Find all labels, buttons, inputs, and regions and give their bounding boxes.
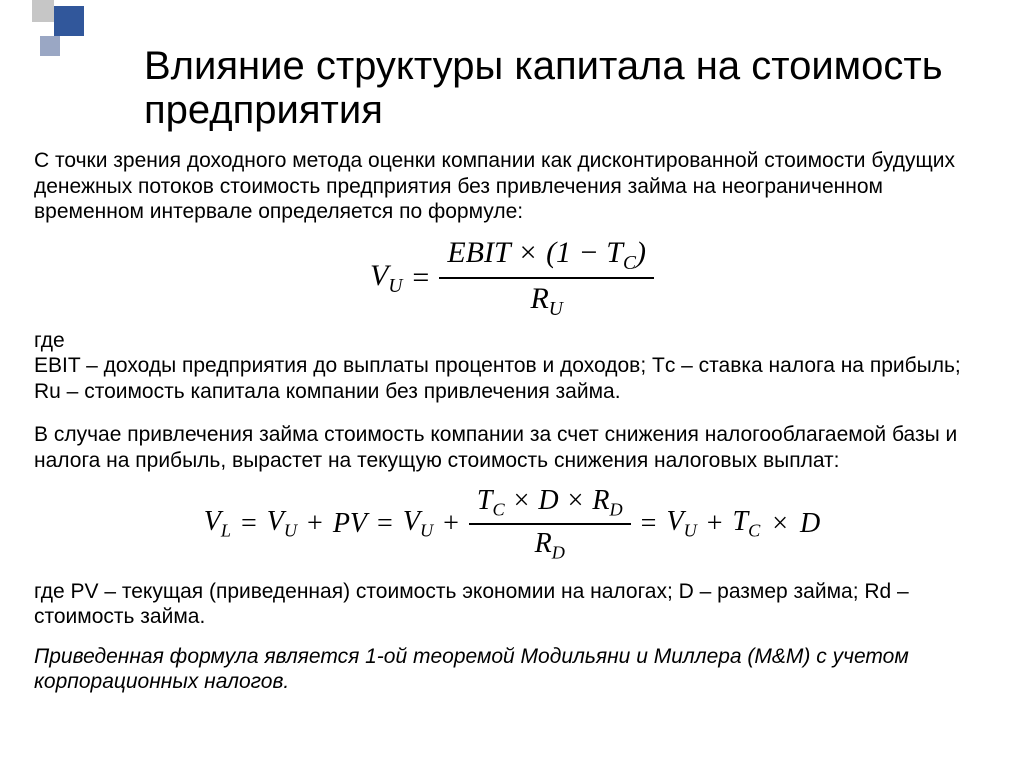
paragraph-levered: В случае привлечения займа стоимость ком… <box>34 422 990 473</box>
slide-title: Влияние структуры капитала на стоимость … <box>144 44 990 132</box>
f1-denominator: RU <box>522 281 570 321</box>
f1-lhs-sub: U <box>388 276 402 297</box>
f1-lhs: VU <box>370 259 402 298</box>
f1-ru-sub: U <box>549 299 563 320</box>
f1-tc-sub: C <box>623 253 636 274</box>
deco-square-2 <box>54 6 84 36</box>
f2-numerator: TC × D × RD <box>469 484 631 521</box>
where-label: где <box>34 328 990 354</box>
f1-numerator: EBIT × (1 − TC) <box>439 235 654 275</box>
paragraph-definitions-1: EBIT – доходы предприятия до выплаты про… <box>34 353 990 404</box>
f2-fraction: TC × D × RD RD <box>469 484 631 565</box>
formula-vl: VL = VU + PV = VU + TC × D × RD RD <box>34 484 990 565</box>
f2-tc: TC <box>733 506 761 542</box>
f2-denominator: RD <box>527 527 573 564</box>
paragraph-intro: С точки зрения доходного метода оценки к… <box>34 148 990 225</box>
f2-vl: VL <box>204 506 231 542</box>
f1-paren: (1 − T <box>546 236 623 269</box>
deco-square-3 <box>40 36 60 56</box>
f2-pv: PV <box>333 508 367 540</box>
formula-vu: VU = EBIT × (1 − TC) RU <box>34 235 990 322</box>
f1-lhs-var: V <box>370 259 388 292</box>
f1-ebit: EBIT <box>447 236 510 269</box>
f1-paren-close: ) <box>636 236 646 269</box>
f2-d: D <box>800 508 820 540</box>
paragraph-theorem: Приведенная формула является 1-ой теорем… <box>34 644 990 695</box>
f2-vu3: VU <box>666 506 696 542</box>
f1-ru-var: R <box>530 282 548 315</box>
f1-fraction: EBIT × (1 − TC) RU <box>439 235 654 322</box>
slide-content: Влияние структуры капитала на стоимость … <box>0 0 1024 695</box>
paragraph-definitions-2: где PV – текущая (приведенная) стоимость… <box>34 579 990 630</box>
f2-vu2: VU <box>403 506 433 542</box>
equals-sign: = <box>412 261 429 295</box>
deco-square-1 <box>32 0 54 22</box>
f2-vu1: VU <box>267 506 297 542</box>
